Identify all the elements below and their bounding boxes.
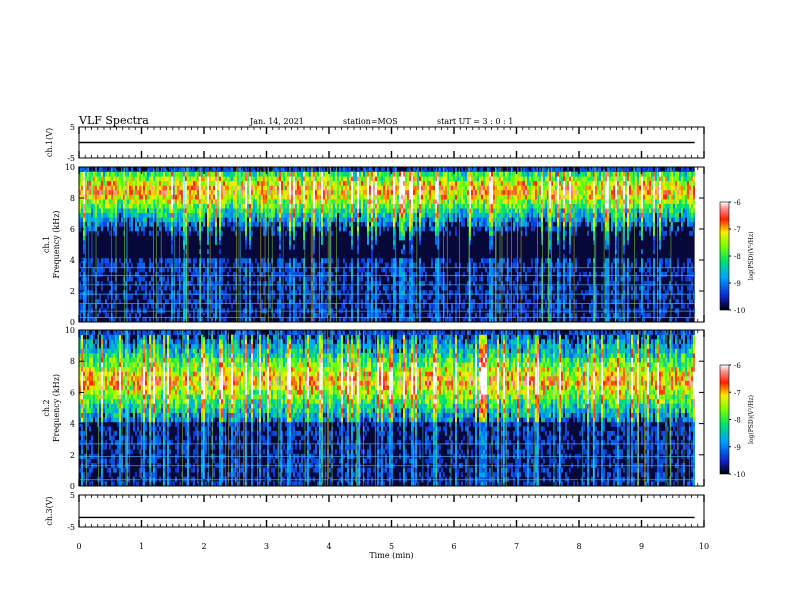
start-ut-label: start UT = 3 : 0 : 1 xyxy=(437,117,514,126)
xtick-label: 1 xyxy=(139,542,144,551)
x-axis-label: Time (min) xyxy=(369,551,413,560)
ch1-spectrogram-colorbar-label: log(PSD)(V²/Hz) xyxy=(748,232,755,281)
ch2-spectrogram-ytick-label: 4 xyxy=(70,420,75,429)
ch2-spectrogram-colorbar-tick-label: -8 xyxy=(734,417,741,425)
ch1-spectrogram-ytick-label: 2 xyxy=(70,287,75,296)
xtick-label: 9 xyxy=(639,542,644,551)
ch2-spectrogram-colorbar-tick-label: -7 xyxy=(734,389,741,397)
ch1-waveform-panel: 5 -5 ch.1(V) xyxy=(45,123,705,163)
chart-title: VLF Spectra xyxy=(79,114,149,127)
ch2-spectrogram-ytick-label: 6 xyxy=(70,388,75,397)
ch1-waveform-ytick-label: 5 xyxy=(70,123,75,132)
xtick-label: 5 xyxy=(389,542,394,551)
ch2-spectrogram-panel: 0 2 4 6 8 10 ch.2 Frequency (kHz) -6 -7 -8 -9 -10 log… xyxy=(42,326,755,491)
ch2-spectrogram-ytick-label: 10 xyxy=(65,326,75,335)
time-axis: 0 1 2 3 4 5 6 7 8 9 10 Time (min) xyxy=(76,542,709,560)
date-label: Jan. 14, 2021 xyxy=(250,117,304,126)
ch1-spectrogram-colorbar xyxy=(719,201,730,311)
xtick-label: 3 xyxy=(264,542,269,551)
ch2-spectrogram-ytick-label: 8 xyxy=(70,357,75,366)
ch2-spectrogram-ytick-label: 2 xyxy=(70,451,75,460)
xtick-label: 7 xyxy=(514,542,519,551)
ch1-spectrogram-ytick-label: 8 xyxy=(70,194,75,203)
ch1-spectrogram-colorbar-tick-label: -7 xyxy=(734,226,741,234)
xtick-label: 0 xyxy=(76,542,81,551)
ch1-spectrogram-colorbar-tick-label: -8 xyxy=(734,253,741,261)
ch3-waveform-ytick-label: -5 xyxy=(67,523,75,532)
xtick-label: 10 xyxy=(699,542,709,551)
ch1-waveform-ytick-label: -5 xyxy=(67,154,75,163)
ch3-waveform-panel: 5 -5 ch.3(V) xyxy=(45,491,705,532)
ch2-spectrogram-colorbar-label: log(PSD)(V²/Hz) xyxy=(748,395,755,444)
ch3-waveform-ylabel: ch.3(V) xyxy=(45,496,54,525)
ch1-spectrogram-colorbar-tick-label: -6 xyxy=(734,199,741,207)
station-label: station=MOS xyxy=(343,117,398,126)
ch1-spectrogram-colorbar-tick-label: -10 xyxy=(734,307,745,315)
ch1-spectrogram-ytick-label: 6 xyxy=(70,225,75,234)
ch1-spectrogram-ytick-label: 10 xyxy=(65,163,75,172)
ch2-spectrogram-ylabel: Frequency (kHz) xyxy=(52,374,61,442)
ch1-waveform-ylabel: ch.1(V) xyxy=(45,128,54,157)
ch2-spectrogram-colorbar-tick-label: -10 xyxy=(734,471,745,479)
ch2-spectrogram-ytick-label: 0 xyxy=(70,482,75,491)
xtick-label: 2 xyxy=(201,542,206,551)
ch1-spectrogram-ylabel: Frequency (kHz) xyxy=(52,210,61,278)
ch2-spectrogram-colorbar-tick-label: -6 xyxy=(734,362,741,370)
ch2-spectrogram-time-ticks xyxy=(78,330,705,486)
ch1-spectrogram-ytick-label: 4 xyxy=(70,256,75,265)
ch1-spectrogram-ytick-label: 0 xyxy=(70,318,75,327)
xtick-label: 6 xyxy=(451,542,456,551)
ch2-spectrogram-colorbar xyxy=(719,364,730,475)
ch2-spectrogram-ylabel: ch.2 xyxy=(42,399,51,416)
xtick-label: 4 xyxy=(326,542,331,551)
ch1-spectrogram-time-ticks xyxy=(78,167,705,322)
ch1-spectrogram-ylabel: ch.1 xyxy=(42,236,51,253)
ch1-spectrogram-colorbar-tick-label: -9 xyxy=(734,280,741,288)
ch1-spectrogram-panel: 0 2 4 6 8 10 ch.1 Frequency (kHz) -6 -7 -8 -9 -10 log… xyxy=(42,163,755,327)
xtick-label: 8 xyxy=(576,542,581,551)
ch2-spectrogram-colorbar-tick-label: -9 xyxy=(734,444,741,452)
ch3-waveform-ytick-label: 5 xyxy=(70,491,75,500)
